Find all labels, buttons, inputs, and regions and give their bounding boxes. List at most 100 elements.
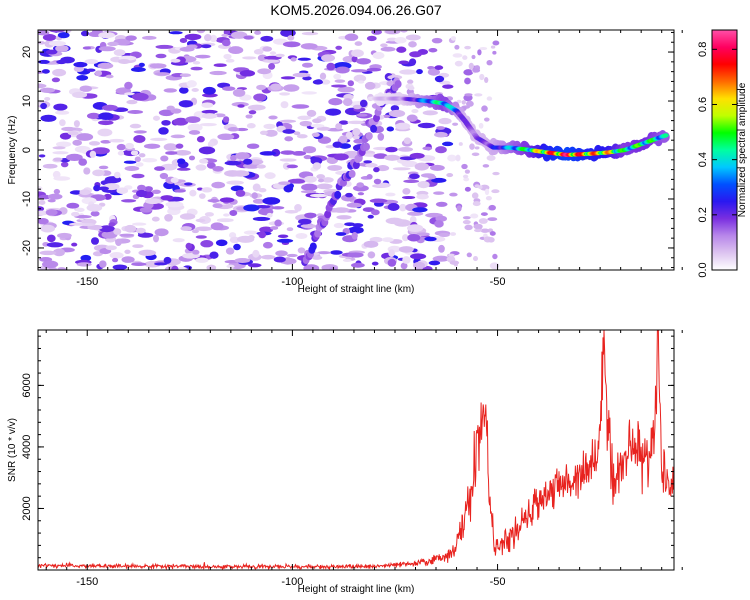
heatmap-cell [344,33,359,41]
heatmap-cell [160,155,169,162]
heatmap-cell [471,54,476,60]
heatmap-cell [373,178,382,185]
heatmap-cell [301,183,318,191]
heatmap-cell [246,123,256,129]
heatmap-cell [399,203,407,212]
heatmap-cell [366,174,373,180]
heatmap-cell [352,127,361,136]
heatmap-cell [279,158,297,162]
heatmap-cell [242,56,257,60]
heatmap-cell [56,141,72,148]
heatmap-cell [270,226,279,230]
heatmap-cell [138,62,145,68]
heatmap-cell [464,186,471,192]
heatmap-cell [84,59,99,65]
heatmap-cell [300,224,317,229]
heatmap-cell [356,113,368,117]
heatmap-cell [170,177,179,183]
heatmap-cell [438,232,450,237]
x-tick-label: -100 [281,276,303,288]
heatmap-cell [351,262,365,268]
heatmap-cell [172,238,185,243]
heatmap-cell [326,62,336,71]
heatmap-cell [370,124,378,133]
heatmap-cell [352,134,360,140]
heatmap-cell [135,162,144,167]
heatmap-cell [51,77,61,83]
heatmap-cell [490,45,496,49]
heatmap-cell [213,63,227,67]
heatmap-cell [273,256,286,263]
heatmap-cell [61,126,77,132]
heatmap-cell [456,99,462,104]
heatmap-cell [191,88,199,92]
heatmap-cell [302,76,312,81]
heatmap-cell [117,151,125,156]
heatmap-cell [316,251,331,255]
heatmap-cell [257,68,272,75]
heatmap-cell [284,210,299,214]
heatmap-cell [149,63,167,69]
heatmap-cell [154,72,171,76]
heatmap-cell [200,239,214,248]
heatmap-cell [178,86,189,94]
heatmap-cell [330,84,347,88]
heatmap-cell [335,232,347,236]
heatmap-cell [142,158,158,163]
heatmap-cell [465,100,474,107]
heatmap-cell [82,46,92,50]
heatmap-cell [380,43,388,48]
heatmap-cell [406,114,418,122]
heatmap-cell [407,224,424,232]
heatmap-cell [489,231,496,236]
heatmap-cell [239,70,256,77]
heatmap-cell [55,44,69,53]
heatmap-cell [354,41,363,46]
heatmap-cell [233,243,241,251]
heatmap-cell [117,58,131,65]
heatmap-cell [198,193,206,199]
heatmap-cell [411,109,419,114]
heatmap-cell [124,92,135,96]
heatmap-cell [277,234,289,238]
heatmap-cell [387,203,400,211]
heatmap-cell [438,117,452,125]
heatmap-cell [69,222,86,226]
heatmap-cell [290,57,297,62]
heatmap-cell [72,91,88,99]
heatmap-cell [138,249,157,256]
x-tick-label: -50 [490,576,506,588]
heatmap-cell [266,212,273,218]
heatmap-cell [268,63,276,70]
heatmap-cell [201,187,213,193]
heatmap-cell [38,194,51,200]
heatmap-cell [346,202,362,208]
heatmap-cell [464,45,471,50]
heatmap-cell [243,230,258,235]
heatmap-cell [73,120,80,128]
heatmap-cell [38,40,46,45]
heatmap-cell [38,206,45,212]
heatmap-cell [98,31,115,39]
heatmap-cell [385,217,404,225]
heatmap-cell [325,108,342,116]
heatmap-cell [165,201,184,208]
heatmap-cell [347,252,364,258]
heatmap-cell [409,152,425,159]
heatmap-cell [422,110,438,116]
heatmap-cell [259,130,268,135]
heatmap-cell [184,182,193,186]
heatmap-cell [202,86,216,95]
heatmap-cell [52,146,66,150]
heatmap-cell [195,54,211,59]
heatmap-cell [333,153,349,161]
heatmap-cell [171,265,179,270]
heatmap-cell [373,167,380,173]
heatmap-cell [480,212,488,216]
heatmap-cell [151,189,161,195]
heatmap-cell [260,35,274,42]
heatmap-cell [57,32,70,39]
heatmap-cell [283,185,294,193]
heatmap-cell [452,53,463,58]
